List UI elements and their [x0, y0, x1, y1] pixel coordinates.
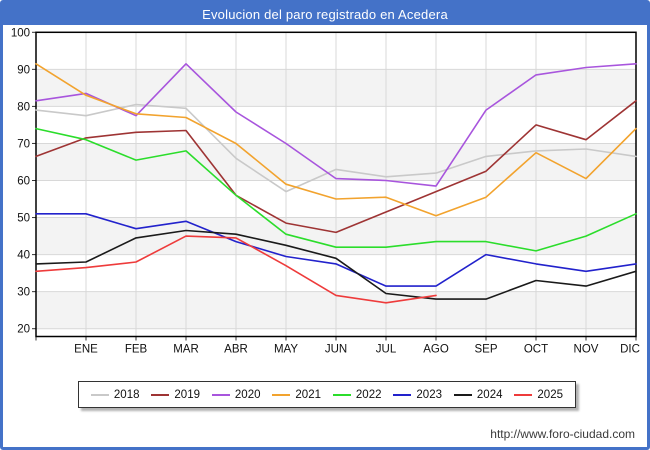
legend-swatch-2019: [151, 393, 170, 396]
footer: http://www.foro-ciudad.com: [490, 427, 635, 441]
series-line-2018: [35, 103, 637, 193]
y-tick-label: 70: [17, 138, 30, 150]
legend-swatch-2021: [272, 393, 291, 396]
y-tick-label: 40: [17, 250, 30, 262]
legend-item-2024: 2024: [453, 388, 503, 401]
legend-item-2023: 2023: [393, 389, 442, 401]
legend-swatch-2018: [90, 393, 109, 396]
legend-label-2025: 2025: [537, 388, 563, 401]
legend-swatch-2020: [211, 393, 230, 396]
legend-item-2018: 2018: [90, 388, 140, 401]
legend-label-2024: 2024: [476, 388, 503, 401]
x-axis-labels: ENE FEB MAR ABR MAY JUN JUL AGO SEP OCT NOV DIC: [74, 344, 640, 356]
series-line-2021: [35, 62, 637, 217]
unemployment-line-chart: 20 30 40 50 60 70 80 90 100 ENE FEB MAR ABR MAY JUN JUL…: [11, 27, 640, 356]
x-tick-label-FEB: FEB: [125, 344, 148, 356]
legend-item-2021: 2021: [272, 389, 321, 401]
series-line-2025: [35, 235, 437, 304]
series-lines: [35, 62, 637, 304]
legend-item-2022: 2022: [332, 388, 382, 401]
legend-swatch-2024: [453, 393, 472, 396]
y-tick-label: 60: [17, 176, 30, 188]
x-tick-label-DIC: DIC: [620, 344, 640, 356]
legend-item-2020: 2020: [211, 388, 261, 401]
y-tick-label: 50: [17, 213, 30, 225]
series-line-2020: [35, 62, 637, 187]
x-tick-label-NOV: NOV: [574, 344, 599, 356]
legend-label-2021: 2021: [295, 388, 321, 401]
x-tick-label-ABR: ABR: [224, 344, 248, 356]
x-tick-label-OCT: OCT: [524, 344, 548, 356]
y-axis-labels: 20 30 40 50 60 70 80 90 100: [11, 27, 30, 335]
series-line-2023: [35, 213, 637, 287]
plot-frame: [35, 31, 637, 338]
x-tick-label-JUL: JUL: [376, 344, 397, 356]
x-tick-label-MAY: MAY: [274, 344, 298, 356]
legend-item-2019: 2019: [151, 389, 200, 401]
y-tick-label: 90: [17, 64, 30, 76]
x-tick-label-AGO: AGO: [423, 344, 449, 356]
legend-label-2023: 2023: [416, 388, 442, 401]
series-line-2024: [35, 229, 637, 300]
y-tick-label: 20: [17, 324, 30, 336]
y-tick-label: 30: [17, 287, 30, 299]
chart-legend: 2018 2019 2020 2021 2022 2023 2024 2025: [78, 381, 576, 408]
legend-swatch-2023: [393, 393, 412, 396]
legend-swatch-2025: [514, 393, 533, 396]
x-tick-label-JUN: JUN: [325, 344, 347, 356]
legend-swatch-2022: [332, 393, 351, 396]
footer-url-link[interactable]: http://www.foro-ciudad.com: [490, 427, 635, 441]
series-line-2022: [35, 127, 637, 252]
y-tick-label: 80: [17, 101, 30, 113]
y-tick-label: 100: [11, 27, 30, 39]
legend-label-2022: 2022: [355, 388, 382, 401]
x-tick-label-ENE: ENE: [74, 344, 98, 356]
legend-label-2020: 2020: [234, 388, 261, 401]
page-title: Evolucion del paro registrado en Acedera: [202, 6, 448, 22]
legend-label-2018: 2018: [113, 388, 140, 401]
series-line-2019: [35, 100, 637, 234]
legend-item-2025: 2025: [514, 389, 563, 401]
legend-label-2019: 2019: [174, 388, 200, 401]
x-tick-label-MAR: MAR: [173, 344, 199, 356]
title-bar: Evolucion del paro registrado en Acedera: [3, 3, 647, 25]
x-tick-label-SEP: SEP: [474, 344, 497, 356]
